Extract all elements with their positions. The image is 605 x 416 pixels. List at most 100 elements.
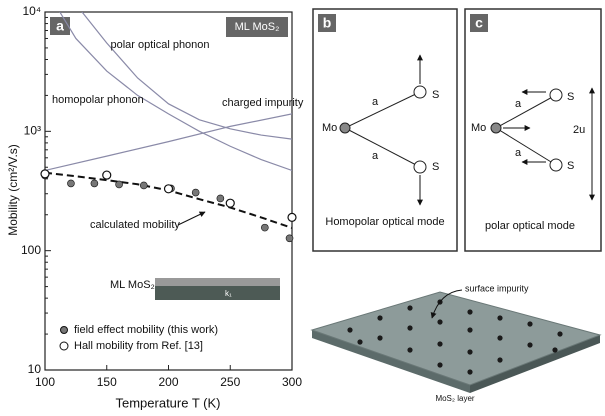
curve-label: calculated mobility [90,219,180,231]
impurity [497,335,503,341]
point [140,181,148,190]
surface-illustration [310,291,602,393]
x-axis-label: Temperature T (K) [115,395,220,410]
impurity [527,321,533,327]
inset-substrate [155,286,280,300]
s-atom [413,85,427,99]
legend-label: field effect mobility (this work) [74,324,218,336]
arrow [177,211,206,226]
bond [344,127,421,168]
s-atom [549,158,563,172]
impurity [437,319,443,325]
x-tick-label: 100 [35,375,55,389]
y-tick-label: 10 [28,362,42,376]
y-tick-label: 10⁴ [22,4,41,18]
annotation: surface impurity [465,283,529,293]
point [216,194,225,203]
point [261,223,269,232]
impurity [347,327,353,333]
point [115,180,123,189]
panel-c-frame [464,8,602,252]
atom-label: Mo [322,122,337,134]
slab-side [470,335,600,393]
impurity [467,309,473,315]
slab-side [312,330,470,393]
impurity [357,339,363,345]
s-atom [413,160,427,174]
bond-label: a [372,150,379,162]
panel-b-frame [312,8,458,252]
impurity [497,357,503,363]
panel-label: a [56,18,64,34]
bond-label: a [515,98,522,110]
bond [495,127,557,166]
impurity [467,327,473,333]
impurity [407,305,413,311]
impurity [467,369,473,375]
curve-label: charged impurity [222,97,304,109]
legend-label: Hall mobility from Ref. [13] [74,340,203,352]
arrow [430,289,463,319]
curve [81,12,292,140]
impurity [467,349,473,355]
impurity [557,331,563,337]
x-tick-label: 200 [158,375,178,389]
point [287,212,297,223]
y-tick-label: 100 [21,243,41,257]
y-tick-label: 10³ [24,124,41,138]
point [102,170,112,180]
atom-label: S [432,161,439,173]
slab-top [310,291,602,386]
x-tick-label: 300 [282,375,302,389]
point [67,179,75,188]
caption: Homopolar optical mode [325,216,444,228]
bond [344,91,421,129]
mo-atom [490,122,502,134]
inset-layer [155,278,280,286]
x-tick-label: 250 [220,375,240,389]
impurity [437,341,443,347]
inset-label: ML MoS₂ [110,279,155,291]
panel-label: b [323,15,332,31]
y-axis-label: Mobility (cm²/V.s) [6,144,20,236]
bond-label: a [372,96,379,108]
impurity [437,362,443,368]
point [191,188,200,197]
bond [495,94,557,129]
curve [45,113,292,172]
impurity [527,342,533,348]
curve-label: homopolar phonon [52,94,144,106]
material-box [226,17,288,37]
curve-label: polar optical phonon [110,39,209,51]
impurity [377,335,383,341]
displacement-label: 2u [573,124,585,136]
x-tick-label: 150 [97,375,117,389]
point [163,184,174,194]
atom-label: S [567,91,574,103]
panel-label-box [318,14,336,32]
material-label: ML MoS₂ [235,21,280,33]
panel-label-box [470,14,488,32]
atom-label: S [567,160,574,172]
point [40,169,50,179]
atom-label: S [432,89,439,101]
impurity [407,325,413,331]
caption: polar optical mode [485,220,575,232]
layer-label: MoS₂ layer [435,394,474,403]
plot-area [45,12,292,229]
legend-marker [60,326,68,334]
mo-atom [339,122,351,134]
curve [59,12,292,172]
s-atom [549,88,563,102]
inset-sublabel: k₁ [225,289,232,298]
point [90,179,99,188]
legend-marker [59,341,69,351]
bond-label: a [515,147,522,159]
atom-label: Mo [471,122,486,134]
impurity [407,347,413,353]
impurity [552,347,558,353]
point [285,234,294,243]
point [225,198,235,208]
impurity [497,315,503,321]
